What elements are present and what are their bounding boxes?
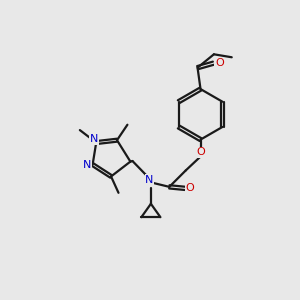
- Text: N: N: [83, 160, 92, 170]
- Text: N: N: [145, 175, 154, 185]
- Text: O: O: [186, 183, 194, 193]
- Text: N: N: [90, 134, 98, 144]
- Text: O: O: [196, 147, 205, 157]
- Text: O: O: [215, 58, 224, 68]
